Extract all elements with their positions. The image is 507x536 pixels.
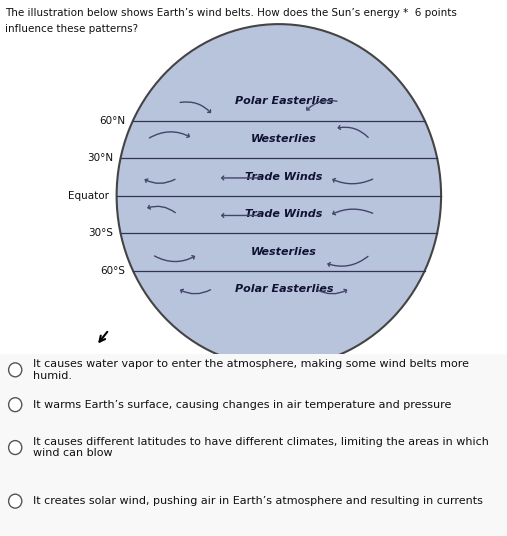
Circle shape xyxy=(9,494,22,508)
Text: influence these patterns?: influence these patterns? xyxy=(5,24,138,34)
Text: 60°S: 60°S xyxy=(100,266,125,276)
Text: Polar Easterlies: Polar Easterlies xyxy=(235,285,333,294)
Text: It causes water vapor to enter the atmosphere, making some wind belts more
humid: It causes water vapor to enter the atmos… xyxy=(33,359,469,381)
Circle shape xyxy=(9,441,22,455)
Text: It warms Earth’s surface, causing changes in air temperature and pressure: It warms Earth’s surface, causing change… xyxy=(33,400,451,410)
Text: Trade Winds: Trade Winds xyxy=(245,172,322,182)
Text: Westerlies: Westerlies xyxy=(251,247,317,257)
Text: Equator: Equator xyxy=(68,191,109,200)
Text: 60°N: 60°N xyxy=(99,116,125,125)
Bar xyxy=(0,354,507,536)
Text: Polar Easterlies: Polar Easterlies xyxy=(235,96,333,106)
Text: 30°S: 30°S xyxy=(88,228,113,238)
Circle shape xyxy=(9,398,22,412)
Text: Trade Winds: Trade Winds xyxy=(245,210,322,219)
Text: 30°N: 30°N xyxy=(87,153,113,163)
Circle shape xyxy=(9,363,22,377)
Text: It creates solar wind, pushing air in Earth’s atmosphere and resulting in curren: It creates solar wind, pushing air in Ea… xyxy=(33,496,483,506)
Text: The illustration below shows Earth’s wind belts. How does the Sun’s energy *  6 : The illustration below shows Earth’s win… xyxy=(5,8,457,18)
Circle shape xyxy=(117,24,441,367)
Text: Westerlies: Westerlies xyxy=(251,135,317,144)
Text: It causes different latitudes to have different climates, limiting the areas in : It causes different latitudes to have di… xyxy=(33,437,489,458)
